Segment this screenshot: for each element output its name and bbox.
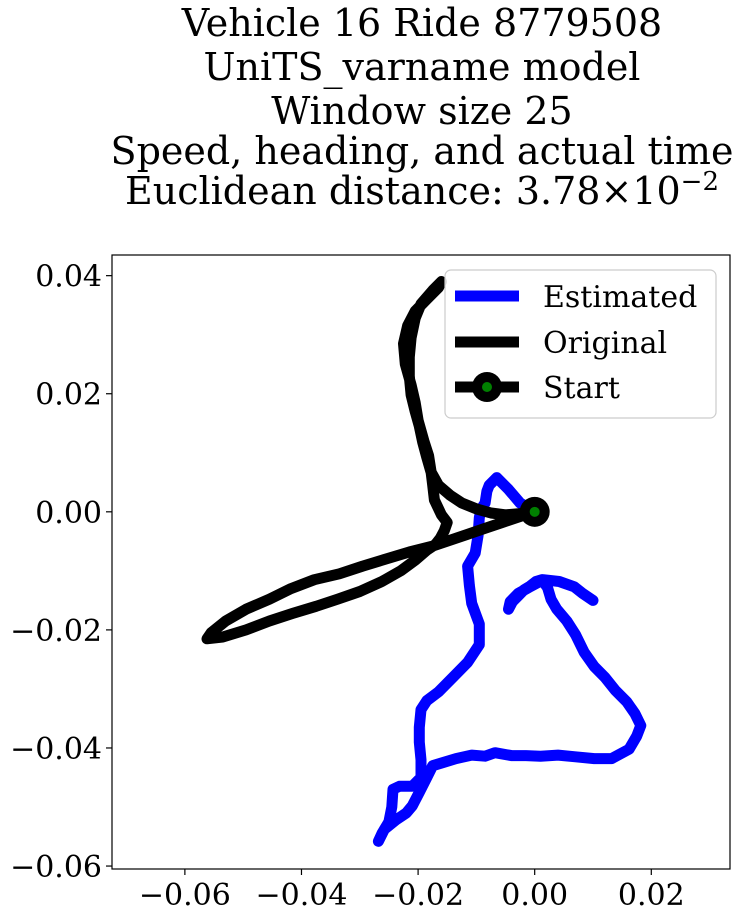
- chart-title: Vehicle 16 Ride 8779508 UniTS_varname mo…: [111, 1, 734, 213]
- distance-prefix: Euclidean distance:: [125, 169, 516, 213]
- y-tick-label: −0.04: [10, 732, 102, 767]
- x-axis: −0.06 −0.04 −0.02 0.00 0.02: [139, 869, 685, 913]
- title-line-1: Vehicle 16 Ride 8779508: [181, 1, 662, 45]
- series-layer: [201, 276, 647, 847]
- legend-start-label: Start: [543, 371, 620, 406]
- distance-times: ×: [600, 169, 632, 213]
- x-tick-label: 0.02: [618, 878, 685, 913]
- start-marker-center: [529, 506, 540, 517]
- y-axis: 0.04 0.02 0.00 −0.02 −0.04 −0.06: [10, 260, 112, 885]
- series-line-estimated: [372, 472, 647, 847]
- y-tick-label: 0.02: [35, 378, 102, 413]
- x-tick-label: −0.02: [372, 878, 464, 913]
- y-tick-label: 0.00: [35, 496, 102, 531]
- title-line-5: Euclidean distance: 3.78×10−2: [125, 167, 719, 213]
- title-line-4: Speed, heading, and actual time: [111, 129, 734, 173]
- series-line-original: [201, 276, 541, 645]
- y-tick-label: −0.06: [10, 850, 102, 885]
- x-tick-label: −0.06: [139, 878, 231, 913]
- legend: Estimated Original Start: [444, 269, 717, 419]
- distance-exponent: −2: [681, 167, 719, 197]
- start-marker-layer: [519, 496, 550, 527]
- x-tick-label: −0.04: [256, 878, 348, 913]
- legend-box: [444, 269, 717, 419]
- legend-estimated-label: Estimated: [543, 280, 697, 315]
- legend-start-marker-center: [482, 382, 492, 392]
- distance-base: 10: [632, 169, 680, 213]
- plot-area: −0.06 −0.04 −0.02 0.00 0.02 0.040.020.00−0.0…: [10, 254, 731, 913]
- y-tick-label: −0.02: [10, 614, 102, 649]
- axes-frame: [111, 254, 731, 870]
- legend-original-label: Original: [543, 326, 667, 361]
- title-line-3: Window size 25: [271, 89, 572, 133]
- distance-mantissa: 3.78: [516, 169, 601, 213]
- x-tick-label: 0.00: [501, 878, 568, 913]
- y-tick-label: 0.04: [35, 260, 102, 295]
- title-line-2: UniTS_varname model: [204, 45, 641, 90]
